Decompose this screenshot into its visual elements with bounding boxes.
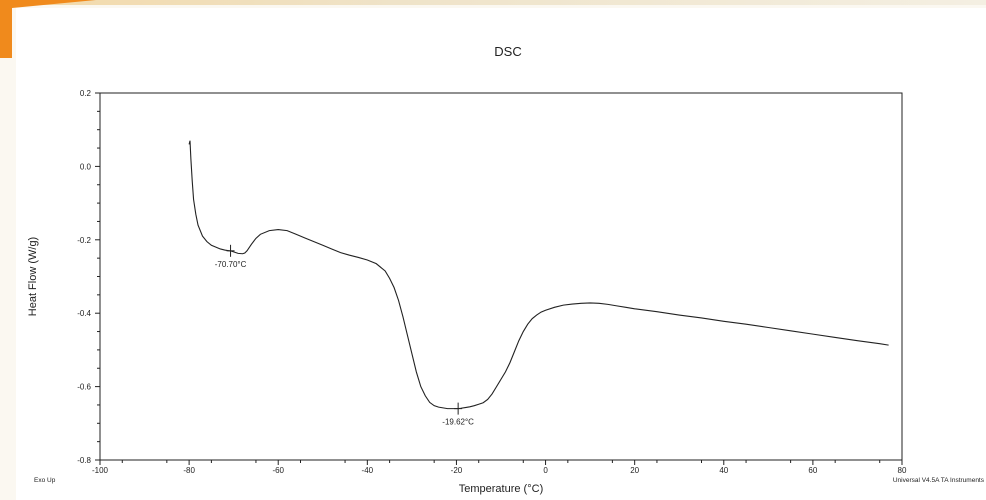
peak-annotations: -70.70°C -19.62°C bbox=[215, 244, 474, 427]
exo-up-label: Exo Up bbox=[34, 477, 56, 484]
annotation-label: -70.70°C bbox=[215, 260, 247, 269]
y-tick-label: -0.6 bbox=[77, 383, 91, 392]
chart-card: DSC -100 -80 -60 -40 -20 0 20 40 60 80 0.2 0.0 -0.2… bbox=[16, 8, 986, 500]
chart-title: DSC bbox=[494, 44, 521, 59]
plot-area-frame bbox=[99, 92, 903, 461]
y-tick-label: -0.8 bbox=[77, 456, 91, 465]
x-tick-label: -40 bbox=[362, 466, 374, 475]
annotation-label: -19.62°C bbox=[442, 418, 474, 427]
x-tick-label: -20 bbox=[451, 466, 463, 475]
top-decor-strip bbox=[0, 0, 986, 5]
dsc-chart: DSC -100 -80 -60 -40 -20 0 20 40 60 80 0.2 0.0 -0.2… bbox=[27, 44, 985, 495]
heat-flow-series-line bbox=[188, 140, 889, 410]
x-tick-label: 40 bbox=[719, 466, 728, 475]
x-tick-label: -60 bbox=[272, 466, 284, 475]
orange-accent-block bbox=[0, 0, 12, 58]
x-tick-label: 60 bbox=[808, 466, 817, 475]
x-axis-ticks: -100 -80 -60 -40 -20 0 20 40 60 80 bbox=[92, 460, 907, 475]
y-axis-ticks: 0.2 0.0 -0.2 -0.4 -0.6 -0.8 bbox=[77, 89, 100, 465]
orange-accent-corner bbox=[12, 0, 96, 8]
x-tick-label: 20 bbox=[630, 466, 639, 475]
x-tick-label: 80 bbox=[898, 466, 907, 475]
x-tick-label: 0 bbox=[543, 466, 548, 475]
y-tick-label: 0.0 bbox=[80, 162, 92, 171]
instrument-credit: Universal V4.5A TA Instruments bbox=[893, 477, 985, 484]
x-tick-label: -100 bbox=[92, 466, 109, 475]
y-tick-label: -0.4 bbox=[77, 309, 91, 318]
y-axis-label: Heat Flow (W/g) bbox=[27, 237, 39, 316]
y-tick-label: 0.2 bbox=[80, 89, 92, 98]
x-axis-label: Temperature (°C) bbox=[459, 483, 543, 495]
x-tick-label: -80 bbox=[183, 466, 195, 475]
y-tick-label: -0.2 bbox=[77, 236, 91, 245]
